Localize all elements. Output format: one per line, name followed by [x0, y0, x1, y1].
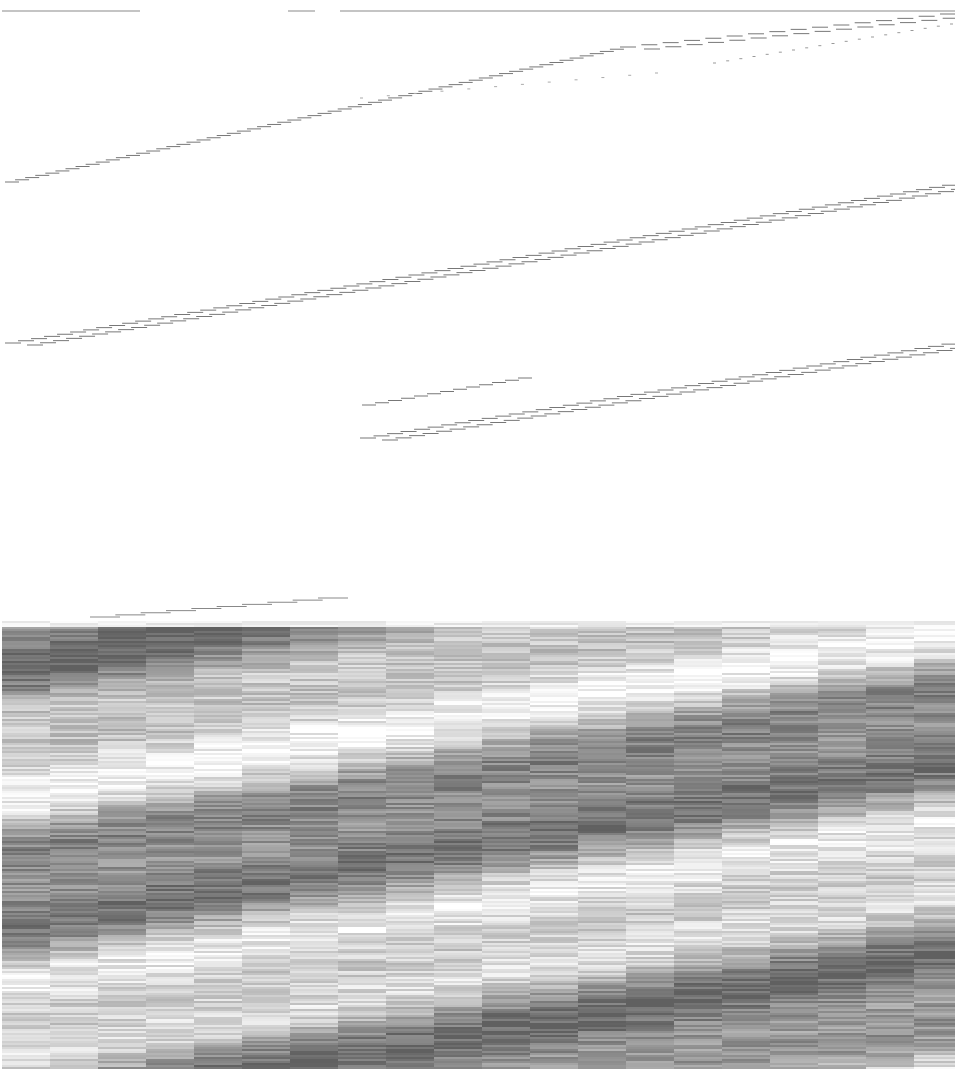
diagonal-streaks	[5, 13, 955, 618]
noise-region	[2, 621, 955, 1069]
